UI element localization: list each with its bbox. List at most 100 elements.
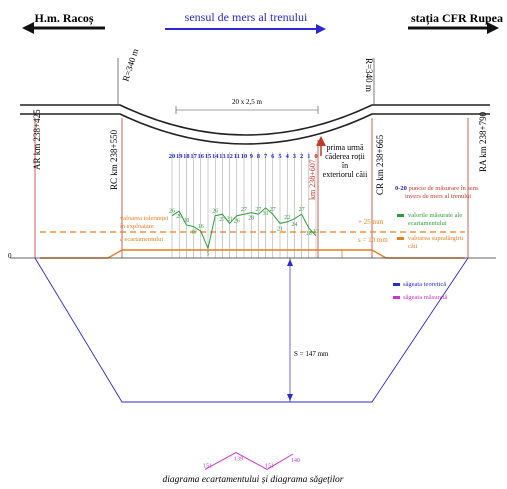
gauge-value-label: 22: [284, 215, 290, 221]
outer-rail: [20, 104, 490, 136]
figure-caption: diagrama ecartamentului și diagrama săge…: [162, 475, 343, 485]
point-label: 16: [198, 153, 205, 160]
sag-value-label: 151: [203, 463, 212, 469]
point-label: 0: [314, 153, 317, 160]
point-label: 20: [169, 153, 176, 160]
point-label: 4: [286, 153, 290, 160]
kilometre-posts: AR km 238+425 RC km 238+550 km 238+607 C…: [32, 109, 488, 258]
gauge-baselines: + 25 mm s = 10 mm 0: [8, 218, 496, 260]
span-label: 20 x 2,5 m: [232, 98, 263, 106]
direction-label: sensul de mers al trenului: [185, 10, 308, 24]
left-note-3: a ecartamentului: [120, 236, 163, 243]
legend: valorile măsurate ale ecartamentului val…: [393, 212, 463, 301]
point-label: 15: [205, 153, 212, 160]
post-cr-label: CR km 238+665: [375, 134, 385, 195]
legend-sag-theoretical-swatch: [393, 283, 400, 286]
point-label: 11: [234, 153, 240, 160]
legend-sag-measured-swatch: [393, 296, 400, 299]
gauge-value-label: 16: [198, 224, 204, 230]
point-label: 18: [183, 153, 190, 160]
post-derail-label: km 238+607: [308, 159, 317, 200]
point-label: 17: [190, 153, 197, 160]
gauge-value-label: 27: [299, 207, 305, 213]
widening-line: [40, 249, 465, 259]
gauge-value-label: 5: [207, 251, 210, 257]
left-note-1: valoarea toleranței: [120, 215, 168, 222]
tolerance-note: valoarea toleranței în exploatare a ecar…: [119, 215, 168, 243]
point-label: 7: [264, 153, 268, 160]
points-note: 0-20 puncte de măsurare în sens invers d…: [395, 185, 479, 200]
points-note-line-2: invers de mers al trenului: [405, 193, 471, 200]
sag-value-label: S = 147 mm: [294, 350, 329, 358]
point-label: 12: [226, 153, 233, 160]
right-station-arrowhead-icon: [487, 22, 499, 34]
points-note-line-1: 0-20 puncte de măsurare în sens: [395, 185, 479, 192]
radius-left-label: R=340 m: [120, 47, 140, 82]
sag-value-label: 139: [234, 457, 243, 463]
sag-dim-arrow-top-icon: [287, 259, 293, 266]
gauge-value-label: 27: [241, 207, 247, 213]
legend-widening-1: valoarea supralărgirii: [408, 235, 463, 242]
header: H.m. Racoș sensul de mers al trenului st…: [22, 10, 503, 34]
gauge-value-label: 13: [313, 229, 319, 235]
point-label: 3: [293, 153, 297, 160]
legend-gauge-swatch: [397, 214, 404, 217]
gauge-value-label: 19: [191, 230, 197, 236]
derail-note-4: exteriorul căii: [323, 170, 368, 179]
point-label: 10: [241, 153, 248, 160]
point-label: 8: [257, 153, 261, 160]
sag-dim-arrow-bottom-icon: [287, 394, 293, 401]
left-station-label: H.m. Racoș: [35, 11, 94, 26]
derailment-arrow-icon: [316, 136, 326, 146]
gauge-value-label: 18: [306, 231, 312, 237]
zero-label: 0: [8, 252, 12, 260]
gauge-value-label: 28: [248, 216, 254, 222]
gauge-value-label: 26: [234, 219, 240, 225]
legend-sag-theoretical: săgeata teoretică: [403, 281, 446, 288]
right-station-label: stația CFR Rupea: [411, 11, 503, 26]
gauge-value-label: 20: [183, 218, 189, 224]
measurement-points: 20 19 18 17 16 15 14 13 12 11 10 9 8 7 6 5 4 3 2 1 0: [169, 152, 318, 258]
legend-gauge-2: ecartamentului: [408, 220, 447, 227]
track-curve: R=340 m R=340 m 20 x 2,5 m: [20, 47, 490, 145]
point-label: 13: [219, 153, 226, 160]
left-note-2: în exploatare: [119, 223, 154, 230]
sag-measured-series: 151 139 151 140: [203, 452, 300, 470]
post-ra-label: RA km 238+790: [478, 111, 488, 172]
point-label: 19: [176, 153, 183, 160]
sag-line: [204, 452, 294, 470]
gauge-value-label: 26: [212, 209, 218, 215]
derail-note-3: în: [341, 161, 348, 170]
gauge-line: [171, 207, 317, 250]
legend-widening-swatch: [397, 237, 404, 240]
point-label: 14: [212, 153, 219, 160]
post-rc-label: RC km 238+550: [109, 129, 119, 190]
gauge-value-label: 24: [291, 222, 297, 228]
gauge-value-label: 27: [219, 217, 225, 223]
legend-gauge-1: valorile măsurate ale: [408, 212, 462, 219]
derail-note-1: prima urmă: [326, 143, 364, 152]
point-label: 2: [300, 153, 303, 160]
widening-label: s = 10 mm: [358, 236, 388, 244]
radius-right-label: R=340 m: [364, 58, 374, 92]
tolerance-label: + 25 mm: [358, 218, 384, 226]
sag-value-label: 151: [265, 463, 274, 469]
point-label: 5: [278, 153, 282, 160]
point-label: 6: [271, 153, 275, 160]
legend-widening-2: căii: [408, 243, 418, 250]
left-arrowhead-icon: [22, 22, 34, 34]
sag-theoretical-outline: [34, 257, 469, 403]
gauge-value-label: 21: [277, 226, 283, 232]
sag-value-label: 140: [291, 458, 300, 464]
gauge-value-label: 31: [263, 211, 269, 217]
legend-sag-measured: săgeata măsurată: [403, 294, 447, 301]
sag-diagram: S = 147 mm: [34, 257, 469, 403]
gauge-value-label: 26: [169, 209, 175, 215]
derail-note-2: căderea roții: [325, 152, 366, 161]
derailment-note: prima urmă căderea roții în exteriorul c…: [316, 136, 368, 179]
inner-rail: [20, 113, 490, 145]
gauge-value-label: 21: [227, 216, 233, 222]
gauge-value-label: 29: [176, 214, 182, 220]
gauge-value-label: 27: [270, 207, 276, 213]
